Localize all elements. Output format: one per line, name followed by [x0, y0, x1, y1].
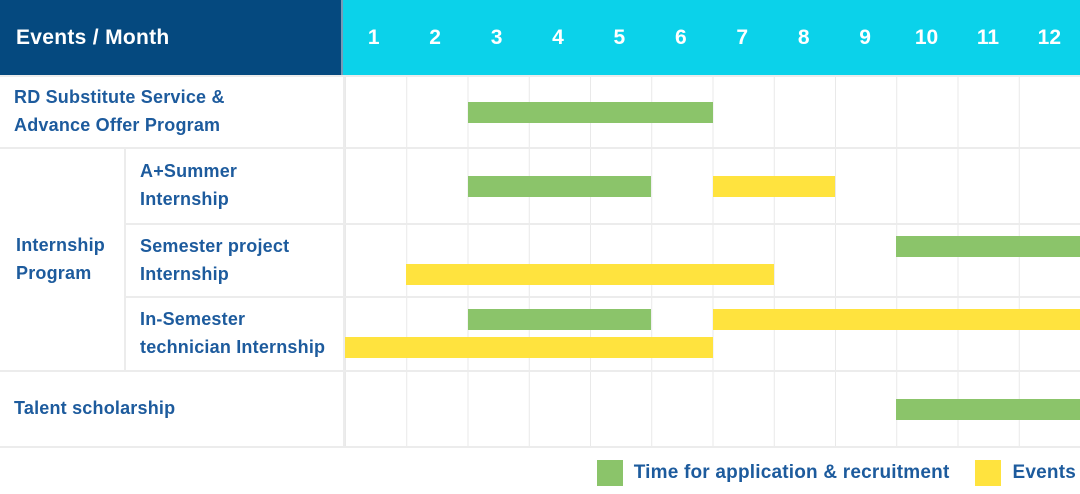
table-body: RD Substitute Service & Advance Offer Pr…	[0, 75, 1080, 448]
gantt-bar-application	[467, 101, 713, 123]
gantt-bar-application	[467, 309, 652, 330]
gantt-bar-events	[345, 337, 713, 358]
month-header-12: 12	[1037, 25, 1062, 49]
gantt-bar-events	[712, 309, 1080, 330]
month-header-7: 7	[736, 25, 749, 49]
row-label: RD Substitute Service & Advance Offer Pr…	[14, 87, 225, 135]
month-header-10: 10	[914, 25, 939, 49]
row-label: Talent scholarship	[14, 398, 176, 419]
group-label: Internship Program	[16, 234, 106, 283]
table-row-in-semester-technician: In-Semester technician Internship	[124, 296, 1080, 370]
group-sub-rows: A+Summer Internship Semester project Int…	[124, 149, 1080, 370]
legend-label-events: Events	[1012, 462, 1076, 483]
gantt-track	[343, 225, 1080, 296]
month-header-4: 4	[552, 25, 564, 49]
row-label: A+Summer Internship	[124, 149, 343, 223]
legend-swatch-green-icon	[596, 460, 623, 486]
gantt-bar-events	[712, 175, 835, 197]
legend-swatch-yellow-icon	[975, 460, 1002, 486]
gantt-track	[343, 149, 1080, 223]
month-header-3: 3	[490, 25, 503, 49]
gantt-bar-events	[406, 264, 774, 285]
gantt-track	[343, 298, 1080, 370]
table-header: Events / Month 1 2 3 4 5 6 7 8 9 10 11 1…	[0, 0, 1080, 75]
gantt-bar-application	[896, 236, 1080, 257]
row-label: Semester project Internship	[124, 225, 343, 296]
legend-item-application: Time for application & recruitment	[596, 460, 950, 486]
events-month-header-cell: Events / Month	[0, 0, 343, 75]
month-header-5: 5	[613, 25, 626, 49]
table-row-a-plus-summer: A+Summer Internship	[124, 149, 1080, 223]
table-group-internship-program: Internship Program A+Summer Internship S…	[0, 147, 1080, 370]
gantt-bar-application	[896, 398, 1080, 420]
month-header-9: 9	[859, 25, 871, 49]
table-row-talent-scholarship: Talent scholarship	[0, 370, 1080, 446]
legend: Time for application & recruitment Event…	[0, 448, 1080, 494]
legend-item-events: Events	[975, 460, 1076, 486]
gantt-track	[343, 372, 1080, 446]
month-header-row: 1 2 3 4 5 6 7 8 9 10 11 12	[343, 0, 1080, 75]
month-header-6: 6	[674, 25, 687, 49]
table-row-rd-substitute: RD Substitute Service & Advance Offer Pr…	[0, 75, 1080, 147]
row-label: In-Semester technician Internship	[124, 298, 343, 370]
gantt-bar-application	[467, 175, 652, 197]
month-header-11: 11	[976, 25, 1000, 49]
gantt-track	[343, 77, 1080, 147]
legend-label-application: Time for application & recruitment	[633, 462, 950, 483]
month-header-1: 1	[367, 25, 380, 49]
month-header-2: 2	[429, 25, 441, 49]
month-header-8: 8	[797, 25, 810, 49]
table-row-semester-project: Semester project Internship	[124, 223, 1080, 296]
